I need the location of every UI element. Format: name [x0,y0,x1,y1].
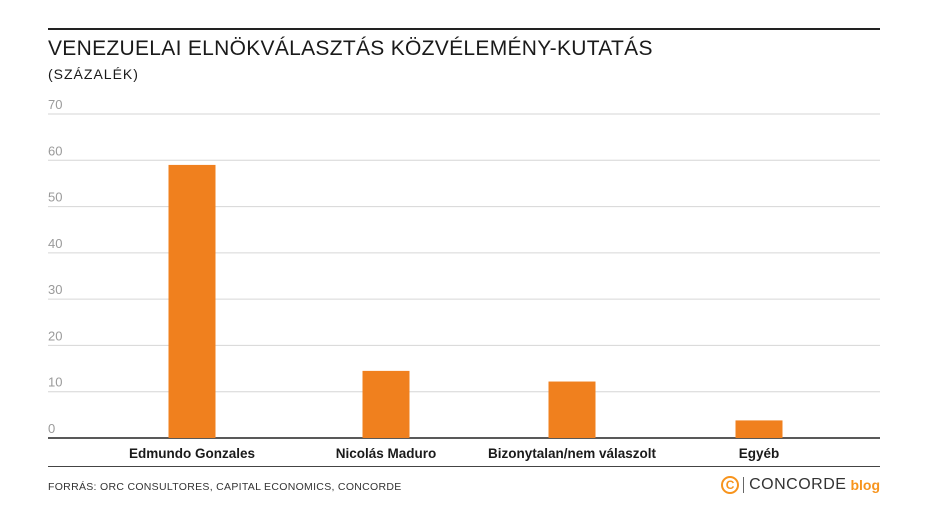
brand-logo: C CONCORDE blog [721,476,880,494]
brand-separator [743,477,745,493]
chart-subtitle: (SZÁZALÉK) [48,66,139,82]
x-category-label: Nicolás Maduro [336,446,437,461]
bar [548,381,596,438]
x-category-label: Egyéb [739,446,780,461]
y-tick-label: 40 [48,236,62,251]
y-tick-label: 60 [48,143,62,158]
bar [168,164,216,438]
source-note: FORRÁS: ORC CONSULTORES, CAPITAL ECONOMI… [48,481,402,493]
y-tick-label: 50 [48,190,62,205]
bottom-rule [48,466,880,467]
y-tick-label: 20 [48,328,62,343]
y-tick-label: 0 [48,421,55,436]
x-category-label: Bizonytalan/nem válaszolt [488,446,657,461]
bar [362,370,410,438]
top-rule [48,28,880,30]
chart-title: VENEZUELAI ELNÖKVÁLASZTÁS KÖZVÉLEMÉNY-KU… [48,37,653,60]
y-tick-label: 30 [48,282,62,297]
brand-blog: blog [850,477,880,493]
y-tick-label: 10 [48,375,62,390]
copyright-c-icon: C [721,476,740,494]
x-category-label: Edmundo Gonzales [129,446,255,461]
bar-chart: 0 10 20 30 40 50 60 70 Edmundo Gonzales Nicolás M… [48,97,880,461]
brand-name: CONCORDE [749,476,847,493]
y-tick-label: 70 [48,97,62,112]
bar [735,420,783,438]
